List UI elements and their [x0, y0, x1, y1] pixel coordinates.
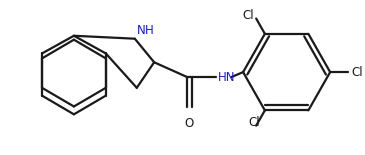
Text: Cl: Cl: [351, 66, 363, 79]
Text: N: N: [137, 24, 146, 37]
Text: H: H: [145, 24, 153, 37]
Text: O: O: [184, 117, 193, 130]
Text: Cl: Cl: [243, 9, 254, 22]
Text: Cl: Cl: [249, 116, 260, 129]
Text: HN: HN: [218, 71, 235, 84]
